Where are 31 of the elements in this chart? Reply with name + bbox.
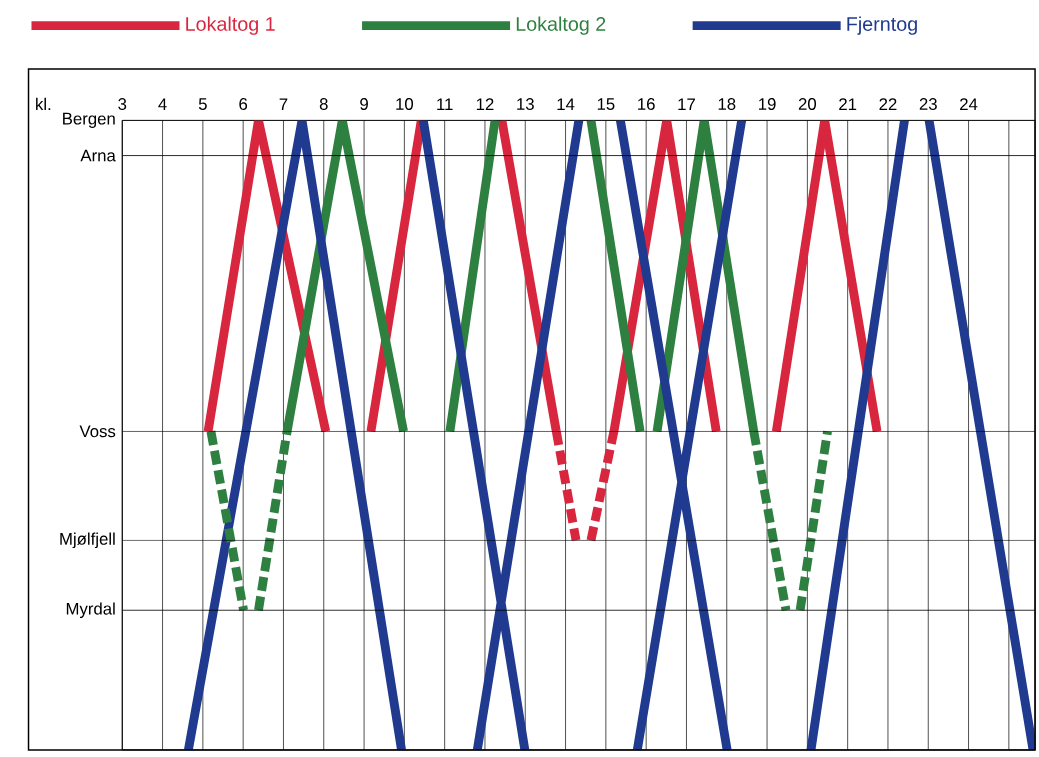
x-tick-label: 24 xyxy=(960,98,978,111)
ref-line-label: Mjølfjell xyxy=(60,532,115,549)
x-tick-label: 3 xyxy=(118,98,127,111)
x-tick-label: 11 xyxy=(437,98,453,111)
x-tick-label: 21 xyxy=(839,98,857,111)
x-tick-label: 23 xyxy=(919,98,937,111)
x-tick-label: 20 xyxy=(798,98,817,111)
ref-line-label: Bergen xyxy=(63,112,115,128)
x-tick-label: 14 xyxy=(557,98,575,111)
x-tick-label: 19 xyxy=(759,98,776,111)
x-tick-label: 12 xyxy=(476,98,494,111)
x-tick-label: 22 xyxy=(879,98,897,111)
x-tick-label: 4 xyxy=(158,98,167,111)
x-tick-label: 17 xyxy=(678,98,695,111)
x-tick-label: 18 xyxy=(718,98,736,111)
text: Lokaltog 1 xyxy=(186,16,275,35)
ref-line-label: Arna xyxy=(80,149,116,162)
x-tick-label: 5 xyxy=(198,98,207,111)
x-tick-label: 13 xyxy=(517,98,534,111)
x-tick-label: 7 xyxy=(279,98,288,111)
x-axis-title: kl. xyxy=(36,97,51,111)
ref-line-label: Voss xyxy=(79,425,116,438)
x-tick-label: 6 xyxy=(239,98,248,111)
text: Fjerntog xyxy=(847,16,917,35)
x-tick-label: 9 xyxy=(360,98,368,111)
text: Lokaltog 2 xyxy=(516,16,606,35)
ref-line-label: Myrdal xyxy=(66,602,115,619)
x-tick-label: 15 xyxy=(597,98,615,111)
x-tick-label: 10 xyxy=(396,98,414,111)
x-tick-label: 16 xyxy=(638,98,655,111)
x-tick-label: 8 xyxy=(319,98,328,111)
